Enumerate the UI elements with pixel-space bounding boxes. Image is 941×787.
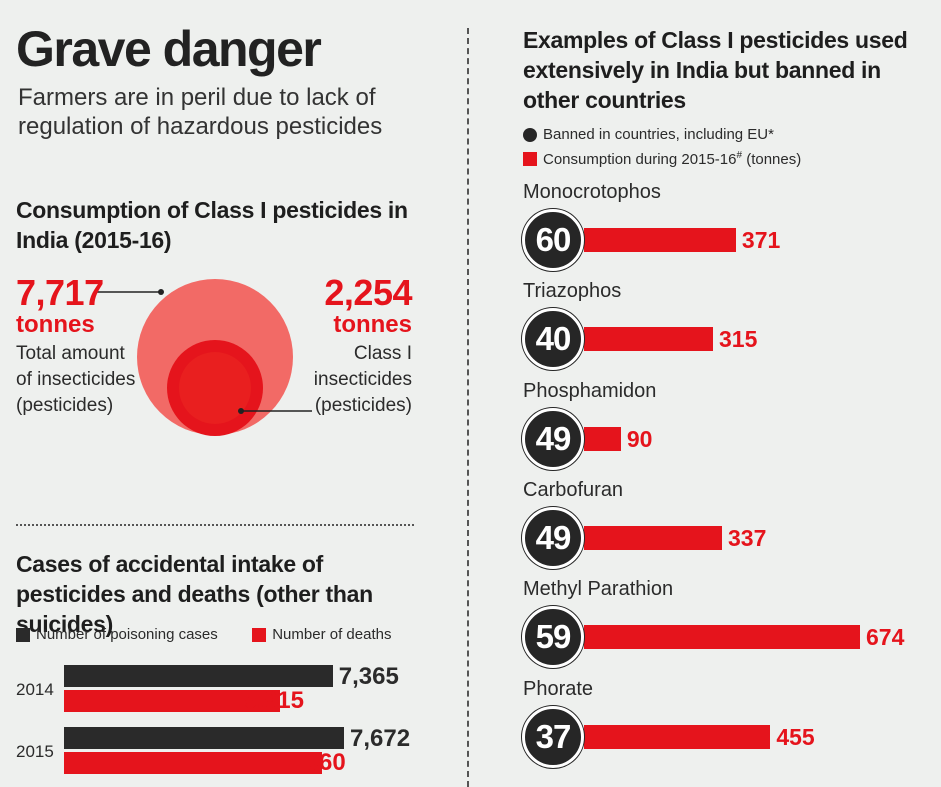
- cases-value: 7,365: [338, 663, 399, 690]
- legend-deaths-swatch: [252, 627, 267, 642]
- total-desc-2: of insecticides: [16, 369, 136, 391]
- banned-count-circle: 49: [522, 506, 584, 569]
- class1-desc-2: insecticides: [313, 369, 412, 391]
- banned-bar-chart: Monocrotophos 60 371 Triazophos 40 315 Phospha…: [470, 175, 941, 787]
- banned-count-circle: 60: [522, 209, 584, 271]
- banned-count-circle: 40: [522, 308, 584, 371]
- banned-count-circle: 59: [522, 606, 584, 669]
- consumption-value: 315: [718, 326, 758, 353]
- year-label: 2015: [16, 742, 54, 761]
- pesticide-name: Phosphamidon: [523, 379, 657, 402]
- banned-legend-1: Banned in countries, including EU*: [523, 126, 774, 144]
- banned-count-circle: 37: [522, 705, 584, 768]
- cases-value: 7,672: [350, 725, 411, 752]
- deaths-bar: [64, 752, 322, 774]
- legend-banned-dot: [523, 127, 537, 142]
- class1-desc-3: (pesticides): [314, 395, 412, 417]
- pesticide-name: Phorate: [523, 677, 594, 700]
- pesticide-name: Carbofuran: [523, 478, 624, 501]
- legend-consumption-label: Consumption during 2015-16# (tonnes): [543, 150, 802, 168]
- total-block: 7,717 tonnes Total amount of insecticide…: [16, 275, 166, 420]
- pesticide-name: Methyl Parathion: [523, 578, 674, 601]
- banned-count-circle: 49: [522, 407, 584, 470]
- class1-value: 2,254: [324, 272, 412, 313]
- legend-consumption-prefix: Consumption during 2015-16: [543, 151, 737, 168]
- pesticide-name: Triazophos: [523, 280, 622, 303]
- consumption-value: 90: [626, 425, 653, 452]
- legend-consumption-sup: #: [736, 150, 743, 161]
- consumption-title: Consumption of Class I pesticides in Ind…: [16, 197, 408, 253]
- cases-bar: [64, 665, 333, 687]
- page-subtitle: Farmers are in peril due to lack of regu…: [18, 84, 383, 140]
- legend-deaths-label: Number of deaths: [272, 626, 392, 644]
- accidental-legend: Number of poisoning cases Number of deat…: [16, 626, 391, 644]
- consumption-bar: [584, 525, 722, 550]
- horizontal-divider: [16, 524, 414, 526]
- total-value: 7,717: [16, 272, 104, 313]
- consumption-value: 455: [776, 723, 815, 750]
- class1-circle-core: [179, 352, 251, 424]
- deaths-value: 5,915: [243, 687, 304, 714]
- accidental-bar-chart: 2014 7,365 5,915 2015 7,672 7,060: [0, 660, 460, 787]
- legend-cases-swatch: [16, 627, 30, 642]
- total-desc-3: (pesticides): [16, 395, 114, 417]
- class1-block: 2,254 tonnes Class I insecticides (pesti…: [290, 272, 413, 420]
- total-leader-dot: [158, 289, 164, 295]
- consumption-value: 337: [728, 524, 767, 551]
- banned-legend-2: Consumption during 2015-16# (tonnes): [523, 150, 801, 168]
- cases-bar: [64, 727, 344, 749]
- consumption-bar: [584, 228, 736, 252]
- page-title: Grave danger: [16, 21, 322, 77]
- deaths-value: 7,060: [285, 749, 346, 776]
- class1-leader-dot: [238, 408, 244, 414]
- vertical-divider: [467, 28, 469, 787]
- year-label: 2014: [16, 680, 54, 699]
- class1-unit: tonnes: [333, 311, 412, 338]
- total-unit: tonnes: [16, 311, 95, 338]
- class1-desc-1: Class I: [353, 343, 412, 364]
- consumption-bar: [584, 327, 713, 352]
- legend-consumption-suffix: (tonnes): [742, 151, 802, 168]
- consumption-circles: [96, 279, 312, 436]
- accidental-title: Cases of accidental intake of pesticides…: [16, 551, 373, 637]
- pesticide-name: Monocrotophos: [523, 181, 661, 203]
- deaths-bar: [64, 690, 280, 712]
- banned-title: Examples of Class I pesticides used exte…: [523, 27, 908, 113]
- legend-consumption-swatch: [523, 152, 537, 166]
- consumption-bar: [584, 724, 771, 749]
- consumption-value: 674: [866, 624, 905, 651]
- legend-banned-label: Banned in countries, including EU*: [543, 126, 774, 144]
- consumption-bar: [584, 625, 860, 650]
- consumption-bar: [584, 426, 621, 451]
- total-desc-1: Total amount: [16, 343, 125, 364]
- consumption-value: 371: [741, 227, 781, 253]
- legend-cases-label: Number of poisoning cases: [36, 626, 218, 644]
